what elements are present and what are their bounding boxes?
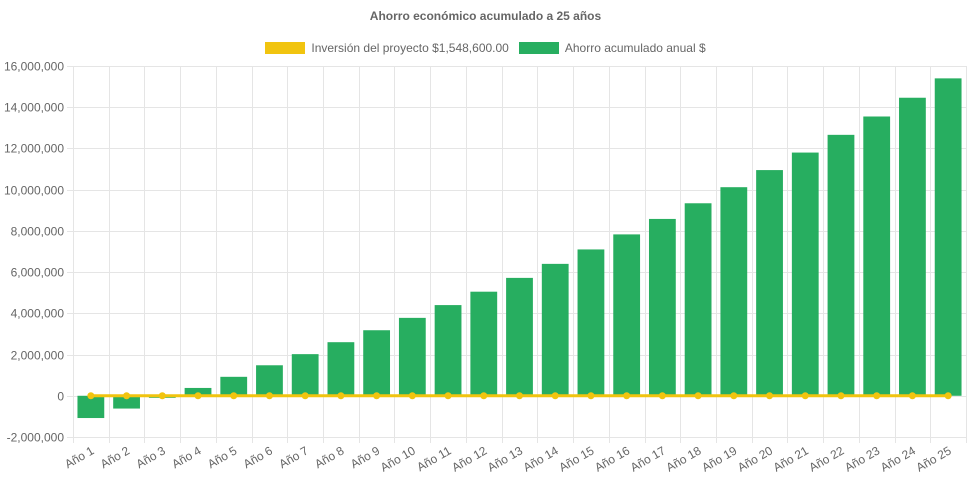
point-investment [123, 392, 131, 400]
point-investment [265, 392, 273, 400]
point-investment [944, 392, 952, 400]
bar-savings [863, 116, 891, 396]
bar-savings [470, 291, 498, 396]
point-investment [480, 392, 488, 400]
x-tick-label: Año 17 [628, 443, 668, 474]
point-investment [408, 392, 416, 400]
legend-swatch-investment [265, 42, 306, 54]
x-tick-label: Año 14 [521, 443, 561, 474]
bar-savings [827, 134, 855, 396]
point-investment [801, 392, 809, 400]
bar-savings [899, 97, 926, 396]
x-tick-label: Año 1 [62, 443, 96, 471]
point-investment [587, 392, 595, 400]
x-tick-label: Año 4 [169, 443, 203, 471]
bar-savings [113, 395, 140, 409]
bar-savings [434, 305, 462, 396]
bar-savings [327, 342, 355, 396]
bar-savings [934, 78, 962, 396]
x-tick-label: Año 3 [134, 443, 168, 471]
chart-title: Ahorro económico acumulado a 25 años [369, 9, 602, 23]
legend: Inversión del proyecto $1,548,600.00 Aho… [0, 41, 971, 55]
bar-savings [506, 277, 533, 396]
bar-savings [648, 218, 676, 396]
y-tick-label: -2,000,000 [7, 431, 65, 445]
bar-savings [363, 330, 391, 396]
point-investment [158, 392, 166, 400]
point-investment [658, 392, 666, 400]
point-investment [337, 392, 345, 400]
y-tick-label: 12,000,000 [4, 142, 64, 156]
bar-savings [398, 317, 426, 396]
bar-savings [756, 170, 783, 396]
x-tick-label: Año 25 [914, 443, 954, 474]
x-tick-label: Año 19 [699, 443, 739, 474]
x-tick-label: Año 23 [842, 443, 882, 474]
legend-swatch-savings [518, 42, 559, 54]
bar-savings [220, 376, 248, 396]
point-investment [373, 392, 381, 400]
bar-savings [613, 234, 641, 396]
bar-savings [77, 395, 105, 419]
x-tick-label: Año 22 [807, 443, 847, 474]
y-tick-label: 2,000,000 [11, 349, 65, 363]
bar-savings [720, 187, 748, 396]
legend-label-savings: Ahorro acumulado anual $ [564, 41, 706, 55]
point-investment [87, 392, 95, 400]
x-tick-label: Año 20 [735, 443, 775, 474]
x-tick-label: Año 16 [592, 443, 632, 474]
point-investment [551, 392, 559, 400]
x-tick-label: Año 9 [348, 443, 382, 471]
point-investment [301, 392, 309, 400]
y-tick-label: 0 [57, 390, 64, 404]
x-tick-label: Año 8 [312, 443, 346, 471]
point-investment [623, 392, 631, 400]
x-tick-label: Año 11 [414, 443, 453, 474]
x-tick-label: Año 18 [664, 443, 704, 474]
bar-savings [541, 263, 569, 396]
bar-savings [577, 249, 605, 396]
point-investment [694, 392, 702, 400]
x-tick-label: Año 6 [241, 443, 275, 471]
y-tick-label: 4,000,000 [11, 307, 65, 321]
legend-label-investment: Inversión del proyecto $1,548,600.00 [311, 41, 509, 55]
x-tick-label: Año 15 [556, 443, 596, 474]
y-tick-label: 16,000,000 [4, 60, 64, 74]
legend-item-investment[interactable]: Inversión del proyecto $1,548,600.00 [265, 41, 509, 55]
y-tick-label: 8,000,000 [11, 225, 65, 239]
x-tick-label: Año 5 [205, 443, 239, 471]
point-investment [766, 392, 774, 400]
point-investment [873, 392, 881, 400]
point-investment [908, 392, 916, 400]
point-investment [444, 392, 452, 400]
bar-savings [291, 354, 319, 396]
x-tick-label: Año 12 [449, 443, 489, 474]
x-tick-label: Año 13 [485, 443, 525, 474]
x-tick-label: Año 7 [277, 443, 311, 471]
bar-savings [184, 387, 212, 396]
x-tick-label: Año 2 [98, 443, 132, 471]
point-investment [837, 392, 845, 400]
x-tick-label: Año 24 [878, 443, 918, 474]
bar-savings [684, 203, 712, 396]
x-tick-label: Año 21 [771, 443, 811, 474]
y-tick-label: 6,000,000 [11, 266, 65, 280]
point-investment [730, 392, 738, 400]
point-investment [516, 392, 523, 400]
legend-item-savings[interactable]: Ahorro acumulado anual $ [518, 41, 706, 55]
bar-savings [791, 152, 819, 396]
y-tick-label: 10,000,000 [4, 184, 64, 198]
point-investment [194, 392, 202, 400]
bar-savings [256, 365, 283, 396]
x-tick-label: Año 10 [378, 443, 418, 474]
point-investment [230, 392, 238, 400]
y-tick-label: 14,000,000 [4, 101, 64, 115]
